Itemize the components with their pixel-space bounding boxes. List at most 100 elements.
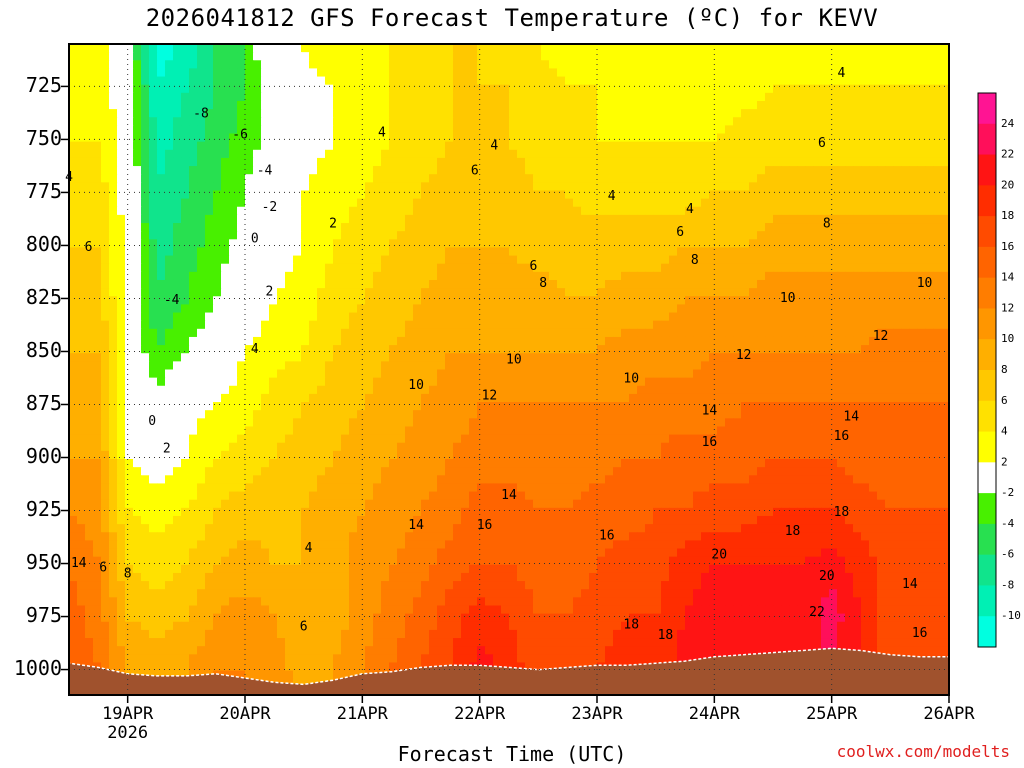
- temperature-cell: [261, 68, 270, 78]
- temperature-cell: [413, 44, 422, 53]
- temperature-cell: [909, 328, 918, 338]
- temperature-cell: [901, 336, 910, 346]
- temperature-cell: [69, 52, 78, 61]
- temperature-cell: [397, 247, 406, 257]
- temperature-cell: [701, 279, 710, 289]
- temperature-cell: [837, 361, 846, 371]
- temperature-cell: [405, 320, 414, 330]
- temperature-cell: [789, 174, 798, 183]
- temperature-cell: [733, 304, 742, 314]
- temperature-cell: [501, 117, 510, 126]
- temperature-cell: [333, 206, 342, 216]
- temperature-cell: [861, 141, 870, 151]
- temperature-cell: [317, 109, 326, 118]
- temperature-cell: [509, 255, 518, 265]
- temperature-cell: [77, 369, 86, 379]
- temperature-cell: [709, 60, 718, 70]
- temperature-cell: [189, 402, 198, 411]
- temperature-cell: [941, 345, 950, 354]
- temperature-cell: [829, 304, 838, 314]
- temperature-cell: [757, 345, 766, 354]
- temperature-cell: [837, 92, 846, 102]
- temperature-cell: [429, 190, 438, 200]
- temperature-cell: [405, 92, 414, 102]
- temperature-cell: [821, 44, 830, 53]
- temperature-cell: [405, 125, 414, 135]
- temperature-cell: [157, 369, 166, 379]
- temperature-cell: [757, 223, 766, 232]
- temperature-cell: [197, 402, 206, 411]
- temperature-cell: [333, 255, 342, 265]
- temperature-cell: [605, 345, 614, 354]
- temperature-cell: [301, 52, 310, 61]
- temperature-cell: [861, 255, 870, 265]
- temperature-cell: [413, 279, 422, 289]
- temperature-cell: [173, 328, 182, 338]
- temperature-cell: [357, 149, 366, 159]
- temperature-cell: [685, 182, 694, 192]
- temperature-cell: [741, 166, 750, 175]
- temperature-cell: [381, 60, 390, 70]
- temperature-cell: [717, 100, 726, 110]
- temperature-cell: [525, 141, 534, 151]
- temperature-cell: [405, 190, 414, 200]
- temperature-cell: [197, 255, 206, 265]
- temperature-cell: [85, 288, 94, 297]
- temperature-cell: [573, 288, 582, 297]
- temperature-cell: [805, 44, 814, 53]
- temperature-cell: [917, 402, 926, 411]
- temperature-cell: [173, 133, 182, 143]
- temperature-cell: [637, 60, 646, 70]
- temperature-cell: [453, 336, 462, 346]
- temperature-cell: [69, 279, 78, 289]
- temperature-cell: [485, 247, 494, 257]
- temperature-cell: [69, 198, 78, 208]
- temperature-cell: [621, 377, 630, 387]
- temperature-cell: [597, 239, 606, 249]
- temperature-cell: [637, 345, 646, 354]
- temperature-cell: [301, 117, 310, 126]
- temperature-cell: [373, 328, 382, 338]
- temperature-cell: [685, 361, 694, 371]
- temperature-cell: [765, 84, 774, 94]
- temperature-cell: [469, 214, 478, 224]
- temperature-cell: [501, 166, 510, 175]
- temperature-cell: [765, 385, 774, 395]
- temperature-cell: [221, 190, 230, 200]
- temperature-cell: [293, 157, 302, 167]
- temperature-cell: [917, 182, 926, 192]
- temperature-cell: [325, 263, 334, 273]
- temperature-cell: [893, 231, 902, 240]
- temperature-cell: [765, 133, 774, 143]
- temperature-cell: [789, 231, 798, 240]
- temperature-cell: [109, 157, 118, 167]
- temperature-cell: [173, 353, 182, 362]
- temperature-cell: [917, 190, 926, 200]
- temperature-cell: [941, 402, 950, 411]
- temperature-cell: [909, 60, 918, 70]
- temperature-cell: [141, 288, 150, 297]
- temperature-cell: [709, 345, 718, 354]
- temperature-cell: [413, 117, 422, 126]
- temperature-cell: [413, 410, 422, 419]
- temperature-cell: [317, 385, 326, 395]
- temperature-cell: [709, 109, 718, 118]
- temperature-cell: [173, 198, 182, 208]
- temperature-cell: [109, 100, 118, 110]
- temperature-cell: [917, 149, 926, 159]
- temperature-cell: [709, 157, 718, 167]
- temperature-cell: [301, 206, 310, 216]
- temperature-cell: [845, 353, 854, 362]
- temperature-cell: [373, 174, 382, 183]
- temperature-cell: [765, 361, 774, 371]
- temperature-cell: [701, 68, 710, 78]
- temperature-cell: [821, 304, 830, 314]
- temperature-cell: [189, 60, 198, 70]
- temperature-cell: [149, 109, 158, 118]
- temperature-cell: [453, 377, 462, 387]
- temperature-cell: [205, 166, 214, 175]
- temperature-cell: [797, 206, 806, 216]
- temperature-cell: [157, 60, 166, 70]
- temperature-cell: [93, 133, 102, 143]
- temperature-cell: [805, 336, 814, 346]
